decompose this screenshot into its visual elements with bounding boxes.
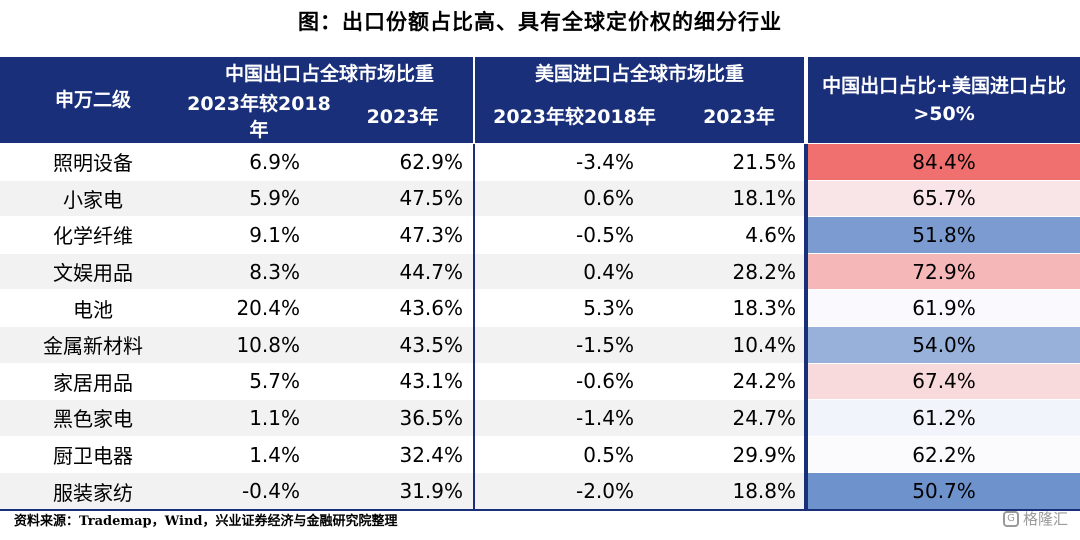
header-industry: 申万二级 <box>0 57 186 144</box>
logo-icon: G <box>1002 510 1019 527</box>
cell-us-2023: 21.5% <box>674 143 807 181</box>
cell-cn-change: 1.1% <box>186 399 332 437</box>
cell-cn-change: 6.9% <box>186 143 332 181</box>
cell-us-2023: 24.2% <box>674 362 807 400</box>
header-cn-2023: 2023年 <box>332 91 475 144</box>
cell-industry: 家居用品 <box>0 362 186 400</box>
table-row: 服装家纺 -0.4% 31.9% -2.0% 18.8% 50.7% <box>0 472 1080 511</box>
cell-combined: 84.4% <box>804 143 1080 181</box>
cell-us-change: -1.4% <box>473 399 675 437</box>
watermark-logo: G 格隆汇 <box>1002 508 1068 529</box>
watermark-text: 格隆汇 <box>1022 510 1068 528</box>
cell-combined: 62.2% <box>804 435 1080 473</box>
cell-cn-change: 10.8% <box>186 325 332 364</box>
cell-cn-change: 9.1% <box>186 216 332 254</box>
cell-industry: 金属新材料 <box>0 325 186 364</box>
table-row: 厨卫电器 1.4% 32.4% 0.5% 29.9% 62.2% <box>0 435 1080 473</box>
cell-us-2023: 18.1% <box>674 179 807 217</box>
cell-industry: 小家电 <box>0 179 186 217</box>
cell-cn-change: -0.4% <box>186 472 332 511</box>
cell-combined: 54.0% <box>804 325 1080 364</box>
cell-us-2023: 10.4% <box>674 325 807 364</box>
cell-us-change: 5.3% <box>473 289 675 327</box>
table-row: 家居用品 5.7% 43.1% -0.6% 24.2% 67.4% <box>0 362 1080 400</box>
table-row: 化学纤维 9.1% 47.3% -0.5% 4.6% 51.8% <box>0 216 1080 254</box>
table-row: 文娱用品 8.3% 44.7% 0.4% 28.2% 72.9% <box>0 252 1080 290</box>
cell-us-change: 0.4% <box>473 252 675 290</box>
cell-industry: 照明设备 <box>0 143 186 181</box>
cell-us-change: 0.6% <box>473 179 675 217</box>
cell-us-change: -0.5% <box>473 216 675 254</box>
cell-cn-change: 8.3% <box>186 252 332 290</box>
cell-us-2023: 18.8% <box>674 472 807 511</box>
cell-us-change: -2.0% <box>473 472 675 511</box>
industry-table: 申万二级 中国出口占全球市场比重 美国进口占全球市场比重 中国出口占比+美国进口… <box>0 57 1080 511</box>
cell-us-2023: 4.6% <box>674 216 807 254</box>
table-row: 照明设备 6.9% 62.9% -3.4% 21.5% 84.4% <box>0 143 1080 181</box>
table-row: 黑色家电 1.1% 36.5% -1.4% 24.7% 61.2% <box>0 399 1080 437</box>
cell-cn-2023: 47.3% <box>332 216 475 254</box>
header-us-import-group: 美国进口占全球市场比重 <box>473 57 807 91</box>
cell-combined: 51.8% <box>804 216 1080 254</box>
cell-us-2023: 24.7% <box>674 399 807 437</box>
cell-cn-2023: 32.4% <box>332 435 475 473</box>
cell-cn-2023: 31.9% <box>332 472 475 511</box>
cell-combined: 61.2% <box>804 399 1080 437</box>
cell-cn-2023: 62.9% <box>332 143 475 181</box>
table-row: 小家电 5.9% 47.5% 0.6% 18.1% 65.7% <box>0 179 1080 217</box>
cell-industry: 电池 <box>0 289 186 327</box>
cell-cn-2023: 47.5% <box>332 179 475 217</box>
cell-us-2023: 18.3% <box>674 289 807 327</box>
header-cn-change: 2023年较2018年 <box>186 91 332 144</box>
cell-combined: 72.9% <box>804 252 1080 290</box>
cell-industry: 文娱用品 <box>0 252 186 290</box>
cell-cn-change: 1.4% <box>186 435 332 473</box>
cell-combined: 65.7% <box>804 179 1080 217</box>
cell-cn-2023: 43.5% <box>332 325 475 364</box>
header-us-change: 2023年较2018年 <box>473 91 675 144</box>
header-combined: 中国出口占比+美国进口占比>50% <box>804 57 1080 144</box>
cell-us-2023: 28.2% <box>674 252 807 290</box>
cell-us-2023: 29.9% <box>674 435 807 473</box>
cell-cn-change: 5.7% <box>186 362 332 400</box>
cell-industry: 厨卫电器 <box>0 435 186 473</box>
cell-cn-change: 5.9% <box>186 179 332 217</box>
cell-us-change: -0.6% <box>473 362 675 400</box>
cell-combined: 67.4% <box>804 362 1080 400</box>
cell-us-change: -1.5% <box>473 325 675 364</box>
header-us-2023: 2023年 <box>674 91 807 144</box>
cell-cn-2023: 43.6% <box>332 289 475 327</box>
table-row: 电池 20.4% 43.6% 5.3% 18.3% 61.9% <box>0 289 1080 327</box>
cell-cn-2023: 44.7% <box>332 252 475 290</box>
cell-cn-change: 20.4% <box>186 289 332 327</box>
cell-cn-2023: 36.5% <box>332 399 475 437</box>
cell-cn-2023: 43.1% <box>332 362 475 400</box>
source-note: 资料来源：Trademap，Wind，兴业证券经济与金融研究院整理 <box>14 514 398 529</box>
cell-industry: 服装家纺 <box>0 472 186 511</box>
cell-combined: 50.7% <box>804 472 1080 511</box>
cell-industry: 黑色家电 <box>0 399 186 437</box>
header-cn-export-group: 中国出口占全球市场比重 <box>186 57 475 91</box>
table-body: 照明设备 6.9% 62.9% -3.4% 21.5% 84.4% 小家电 5.9% 47.5%… <box>0 143 1080 511</box>
cell-us-change: 0.5% <box>473 435 675 473</box>
cell-combined: 61.9% <box>804 289 1080 327</box>
chart-title: 图：出口份额占比高、具有全球定价权的细分行业 <box>298 10 782 34</box>
table-row: 金属新材料 10.8% 43.5% -1.5% 10.4% 54.0% <box>0 325 1080 364</box>
cell-us-change: -3.4% <box>473 143 675 181</box>
cell-industry: 化学纤维 <box>0 216 186 254</box>
